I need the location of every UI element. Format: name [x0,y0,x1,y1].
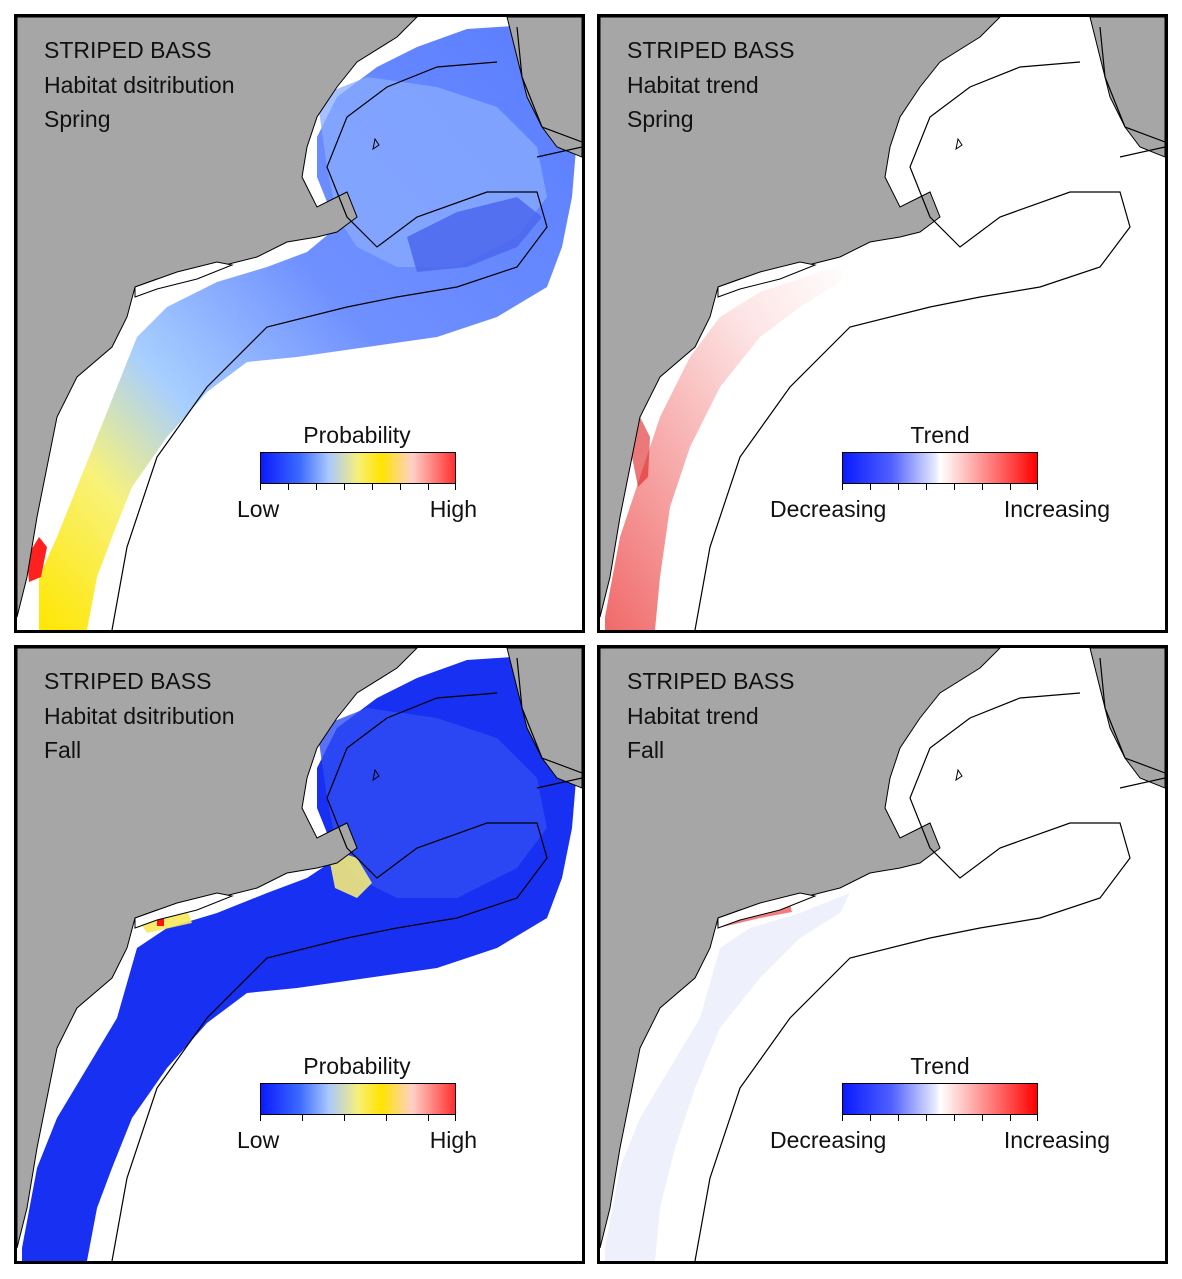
trend-raster [605,262,850,630]
land-mainland [17,648,418,1249]
legend-ticks [260,1115,456,1122]
legend-color-bar [842,1083,1038,1115]
title-type: Habitat trend [627,71,759,98]
legend-title: Trend [910,1053,970,1079]
map-panel-spring-distribution: STRIPED BASS Habitat dsitribution Spring… [14,14,585,633]
bank-contour-small [955,768,963,782]
title-species: STRIPED BASS [44,668,212,694]
gulf-of-maine-area [317,708,547,898]
legend-title: Probability [303,1053,411,1079]
legend-high-label: Increasing [1003,1127,1110,1153]
title-season: Spring [44,106,111,132]
map-panel-fall-trend: STRIPED BASS Habitat trend Fall Trend De… [597,645,1168,1264]
title-type: Habitat trend [627,702,759,729]
long-island-sound [134,261,234,298]
title-species: STRIPED BASS [627,37,795,63]
trend-legend: Trend Decreasing Increasing [770,422,1110,526]
legend-color-bar [842,452,1038,484]
panel-title: STRIPED BASS Habitat trend Spring [627,33,794,137]
legend-title: Trend [910,422,970,448]
depth-contour-north [1099,657,1165,774]
bank-contour-small [372,137,380,151]
long-island-coast-area [137,910,192,933]
depth-contour-east [536,777,582,789]
legend-low-label: Low [237,496,280,522]
probability-legend: Probability Low High [237,1053,477,1157]
land-nova-scotia [1089,17,1165,158]
legend-title: Probability [303,422,411,448]
title-species: STRIPED BASS [627,668,795,694]
depth-contour-shelf-edge [111,692,548,1261]
depth-contour-shelf-edge [111,61,548,630]
land-mainland [600,17,1001,618]
long-island-sound [717,261,817,298]
georges-bank-area [407,197,542,272]
map-fall-trend [600,648,1165,1261]
legend-high-label: High [429,1127,477,1153]
panel-title: STRIPED BASS Habitat dsitribution Fall [44,664,235,768]
title-season: Spring [627,106,694,132]
depth-contour-east [1119,146,1165,158]
land-nova-scotia [506,17,582,158]
legend-low-label: Decreasing [770,1127,887,1153]
map-panel-fall-distribution: STRIPED BASS Habitat dsitribution Fall P… [14,645,585,1264]
legend-high-label: Increasing [1003,496,1110,522]
map-spring-distribution [17,17,582,630]
panel-title: STRIPED BASS Habitat trend Fall [627,664,794,768]
bank-contour-small [372,768,380,782]
legend-high-label: High [429,496,477,522]
depth-contour-north [516,26,582,143]
hotspot-cell [27,537,47,582]
legend-low-label: Decreasing [770,496,887,522]
long-island-sound [134,892,234,929]
trend-legend: Trend Decreasing Increasing [770,1053,1110,1157]
legend-ticks [842,484,1038,491]
title-type: Habitat dsitribution [44,702,235,729]
depth-contour-north [1099,26,1165,143]
depth-contour-shelf-edge [694,61,1131,630]
title-type: Habitat dsitribution [44,71,235,98]
land-nova-scotia [1089,648,1165,789]
long-island-sound [717,892,817,929]
depth-contour-shelf-edge [694,692,1131,1261]
land-mainland [17,17,418,618]
map-fall-distribution [17,648,582,1261]
probability-legend: Probability Low High [237,422,477,526]
land-mainland [600,648,1001,1249]
depth-contour-north [516,657,582,774]
land-nova-scotia [506,648,582,789]
trend-raster [605,893,850,1261]
legend-color-bar [260,1083,456,1115]
map-spring-trend [600,17,1165,630]
bank-contour-small [955,137,963,151]
depth-contour-east [1119,777,1165,789]
legend-low-label: Low [237,1127,280,1153]
legend-ticks [260,484,456,491]
legend-ticks [842,1115,1038,1122]
legend-color-bar [260,452,456,484]
panel-title: STRIPED BASS Habitat dsitribution Spring [44,33,235,137]
title-season: Fall [44,737,82,763]
depth-contour-east [536,146,582,158]
map-panel-spring-trend: STRIPED BASS Habitat trend Spring Trend … [597,14,1168,633]
title-species: STRIPED BASS [44,37,212,63]
title-season: Fall [627,737,665,763]
